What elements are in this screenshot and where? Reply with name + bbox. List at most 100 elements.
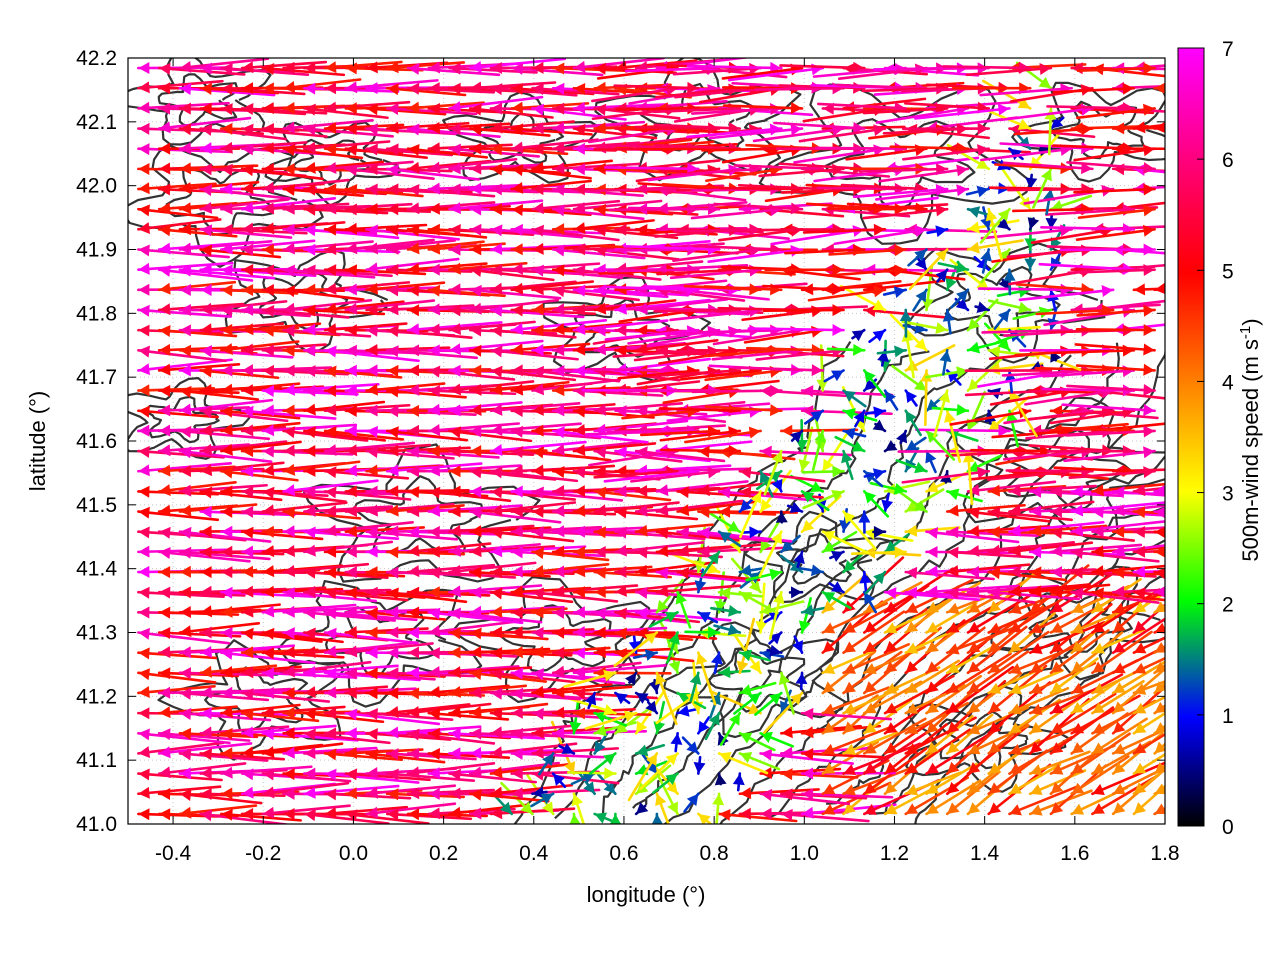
wind-vector-head [179, 727, 192, 740]
wind-vector-shaft [199, 603, 281, 614]
wind-vector [406, 761, 496, 779]
wind-vector-head [561, 743, 574, 754]
wind-vector-head [490, 766, 503, 779]
wind-vector-head [698, 813, 711, 824]
wind-vector-shaft [178, 621, 261, 634]
wind-vector [736, 617, 756, 675]
wind-vector-head [905, 566, 918, 579]
wind-vector-shaft [862, 727, 934, 775]
wind-vector-head [470, 747, 482, 760]
wind-vector [178, 804, 258, 819]
wind-vector [697, 716, 711, 735]
wind-vector-head [262, 728, 275, 741]
wind-vector-head [449, 666, 461, 679]
wind-vector-head [864, 742, 877, 754]
wind-vector [365, 784, 457, 799]
wind-vector [551, 661, 642, 678]
wind-vector [137, 627, 231, 645]
wind-vector [448, 684, 528, 698]
wind-vector [925, 602, 978, 634]
wind-vector-head [1113, 701, 1126, 714]
terrain-contour [258, 272, 349, 330]
wind-vector [614, 706, 652, 735]
wind-vector [1153, 741, 1165, 755]
terrain-contour [554, 350, 930, 820]
wind-vector-head [781, 768, 793, 781]
wind-vector-head [325, 667, 337, 680]
wind-vector [719, 711, 742, 746]
wind-vector-head [1133, 601, 1147, 613]
wind-vector-head [947, 565, 959, 578]
wind-vector-head [668, 660, 681, 673]
wind-vector-shaft [945, 665, 1015, 715]
wind-vector-shaft [261, 631, 344, 644]
wind-vector-head [553, 646, 565, 659]
wind-vector [1132, 656, 1165, 675]
wind-vector-head [221, 727, 233, 740]
wind-vector [344, 708, 441, 726]
wind-vector [1091, 761, 1165, 796]
wind-vector-head [470, 727, 482, 740]
wind-vector-head [449, 727, 461, 740]
wind-vector [1132, 587, 1165, 600]
wind-vector-shaft [157, 611, 240, 616]
wind-vector-shaft [385, 590, 468, 604]
wind-vector-shaft [385, 703, 471, 715]
wind-vector-head [790, 586, 803, 599]
wind-vector-head [532, 564, 544, 577]
wind-vector [157, 627, 242, 640]
wind-vector-head [1050, 742, 1064, 754]
wind-vector [406, 728, 496, 745]
wind-vector [730, 557, 762, 594]
wind-vector-head [1092, 601, 1105, 613]
wind-vector-head [428, 625, 441, 638]
wind-vector-head [1113, 620, 1126, 633]
wind-vector-head [719, 808, 731, 821]
wind-vector-shaft [1091, 630, 1153, 675]
wind-vector-head [739, 592, 753, 603]
wind-vector [157, 742, 253, 759]
wind-vector-head [490, 807, 503, 820]
wind-vector-head [926, 762, 939, 774]
wind-vector [609, 812, 621, 824]
wind-vector-head [283, 646, 295, 659]
wind-vector-head [221, 787, 233, 800]
wind-vector-head [1113, 641, 1126, 653]
wind-vector-head [159, 706, 171, 719]
wind-vector-head [594, 566, 607, 579]
wind-vector-head [1050, 622, 1064, 633]
wind-vector-head [926, 661, 939, 673]
wind-vector-shaft [1028, 621, 1106, 654]
wind-vector-head [387, 768, 399, 781]
wind-vector-head [1133, 762, 1147, 774]
wind-vector-head [603, 669, 616, 682]
wind-vector-head [947, 602, 960, 614]
wind-vector-shaft [747, 327, 845, 332]
wind-vector-head [905, 642, 919, 654]
wind-vector-shaft [883, 674, 955, 715]
wind-vector [613, 631, 659, 667]
wind-vector-shaft [821, 602, 889, 634]
wind-vector [344, 586, 426, 599]
wind-vector-head [859, 572, 872, 584]
wind-vector-head [262, 686, 274, 699]
wind-vector-shaft [1132, 732, 1165, 755]
wind-vector [1153, 601, 1165, 614]
wind-vector [406, 563, 496, 578]
wind-vector-shaft [977, 287, 1073, 292]
wind-vector-shaft [1091, 773, 1160, 816]
wind-vector-head [843, 681, 856, 693]
wind-vector [1153, 586, 1165, 598]
wind-vector-head [532, 645, 544, 658]
wind-vector-head [387, 687, 399, 700]
wind-vector [157, 705, 238, 719]
wind-vector-head [573, 625, 586, 638]
wind-vector [323, 641, 417, 658]
wind-vector-shaft [302, 731, 391, 745]
wind-vector-head [138, 808, 150, 821]
wind-vector [842, 610, 906, 654]
wind-vector-head [387, 706, 399, 718]
wind-vector-head [200, 686, 212, 699]
wind-vector-head [603, 781, 616, 794]
wind-vector-shaft [468, 702, 549, 715]
